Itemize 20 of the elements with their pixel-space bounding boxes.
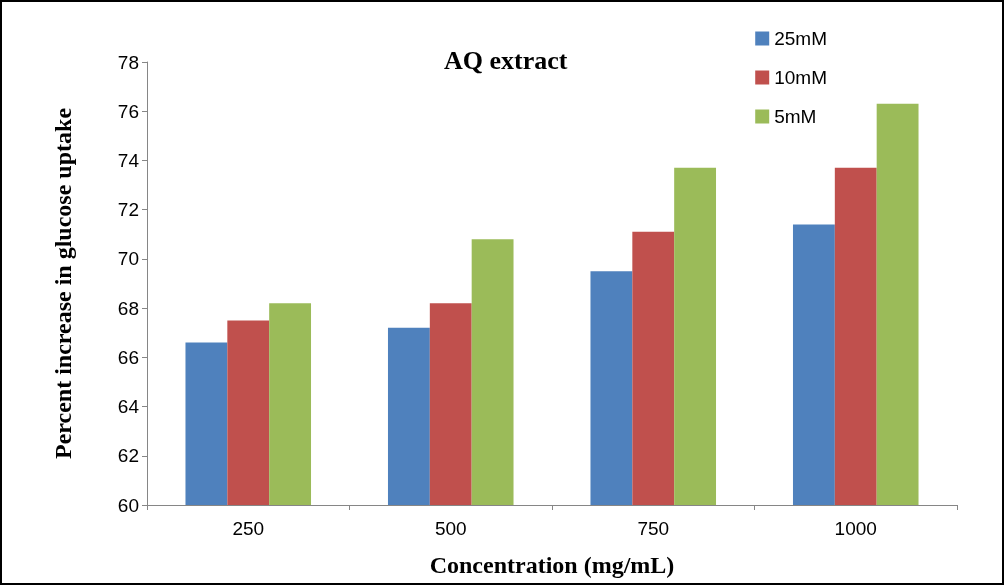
y-tick-label: 68 xyxy=(117,297,139,319)
legend-label: 5mM xyxy=(774,106,817,127)
legend-label: 25mM xyxy=(774,28,828,49)
legend-label: 10mM xyxy=(774,67,828,88)
x-tick-label: 750 xyxy=(637,518,670,539)
y-tick-label: 76 xyxy=(117,100,139,122)
y-tick-label: 72 xyxy=(117,199,139,221)
y-tick-label: 70 xyxy=(117,248,139,270)
x-tick-label: 1000 xyxy=(834,518,877,539)
x-axis-title: Concentration (mg/mL) xyxy=(429,552,675,578)
chart-title: AQ extract xyxy=(444,45,568,75)
x-tick-label: 500 xyxy=(434,518,467,539)
y-tick-label: 62 xyxy=(117,445,139,467)
y-tick-label: 60 xyxy=(117,494,139,516)
y-tick-label: 66 xyxy=(117,346,139,368)
x-tick-label: 250 xyxy=(232,518,265,539)
y-tick-label: 78 xyxy=(117,51,139,73)
y-tick-label: 64 xyxy=(117,396,140,418)
y-tick-label: 74 xyxy=(117,149,140,171)
y-axis-title: Percent increase in glucose uptake xyxy=(50,107,76,460)
